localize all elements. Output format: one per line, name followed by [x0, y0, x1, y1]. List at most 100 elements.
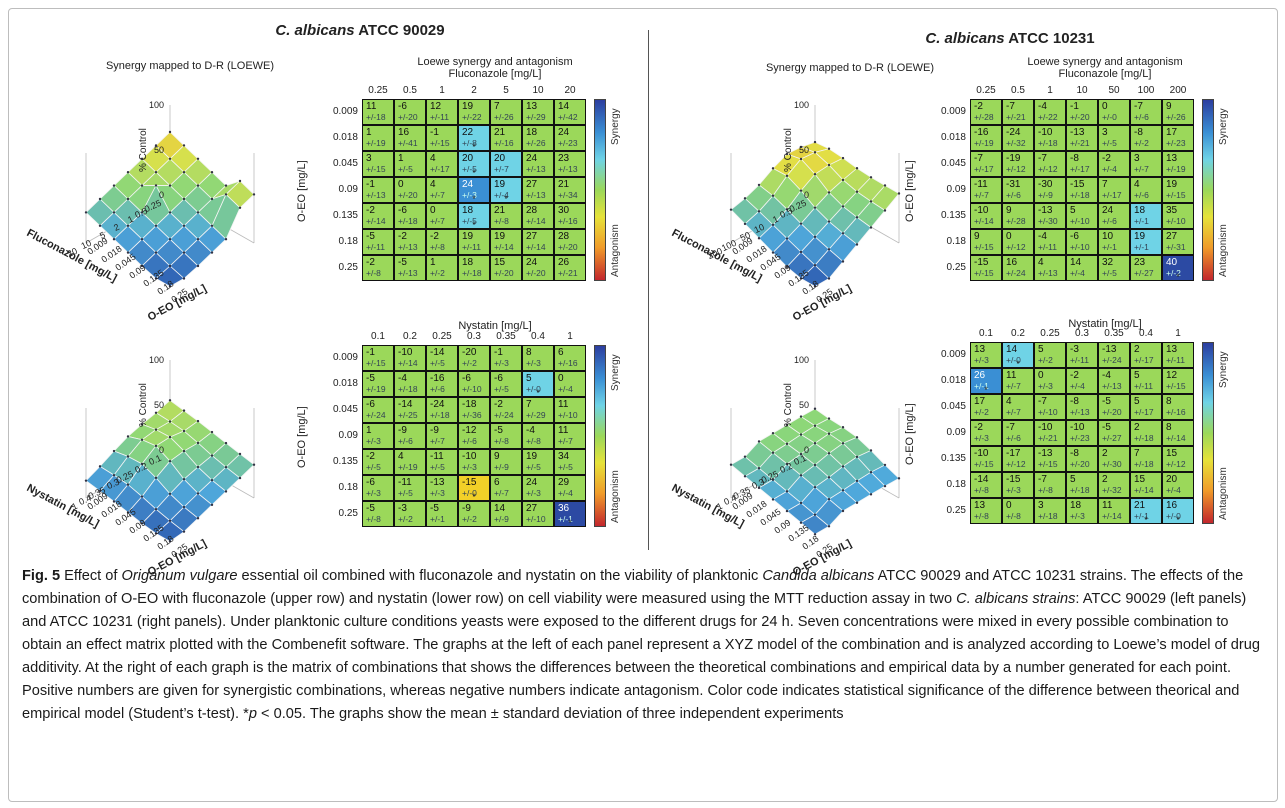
surface-point [168, 184, 172, 187]
x-axis-tick: 1 [126, 214, 135, 225]
matrix-xlabel-d: Nystatin [mg/L] [1068, 318, 1142, 330]
surface-point [813, 235, 817, 239]
matrix-cell: 14 +/-42 [554, 99, 586, 125]
cell-error: +/-3 [462, 190, 477, 200]
matrix-row-tick: 0.018 [940, 132, 966, 143]
cell-error: +/-10 [1166, 216, 1186, 226]
surface-point [827, 497, 831, 501]
surface-point [126, 171, 130, 174]
surface-point [210, 197, 214, 201]
cell-value: -8 [1134, 127, 1143, 138]
cell-error: +/-11 [1134, 381, 1153, 391]
surface-point [196, 264, 200, 268]
cell-value: 19 [1166, 179, 1178, 190]
cell-error: +/-22 [1038, 112, 1058, 122]
x-axis-tick: 0.1 [792, 453, 808, 467]
cell-value: -7 [1038, 153, 1047, 164]
matrix-col-tick: 0.35 [1104, 328, 1124, 339]
cell-value: -31 [1006, 179, 1021, 190]
cell-value: 1 [398, 153, 404, 164]
surface-point [883, 484, 887, 488]
matrix-cell: -15 +/-18 [1066, 177, 1098, 203]
matrix-cell: -2 +/-13 [394, 229, 426, 255]
cell-value: -15 [462, 477, 477, 488]
matrix-col-tick: 0.25 [368, 85, 388, 96]
matrix-cell: 4 +/-7 [426, 177, 458, 203]
matrix-cell: 40 +/-2 * [1162, 255, 1194, 281]
surface-point [799, 189, 803, 192]
matrix-col-tick: 0.25 [432, 331, 452, 342]
cell-value: -4 [526, 425, 535, 436]
cell-error: +/-15 [430, 138, 450, 148]
cell-value: 19 [526, 451, 538, 462]
matrix-cell: 0 +/-3 [1034, 368, 1066, 394]
surface-point [869, 493, 873, 496]
matrix-cell: 14 +/-0 * [1002, 342, 1034, 368]
matrix-cell: -5 +/-1 [426, 501, 458, 527]
matrix-row-tick: 0.09 [946, 427, 966, 438]
matrix-cell: 27 +/-31 [1162, 229, 1194, 255]
matrix-row-tick: 0.135 [332, 210, 358, 221]
matrix-xlabel-b: Fluconazole [mg/L] [1058, 68, 1152, 80]
matrix-cell: -15 +/-3 [1002, 472, 1034, 498]
matrix-cell: 19 +/-22 [458, 99, 490, 125]
cell-value: 24 [526, 477, 538, 488]
cell-value: 16 [1006, 257, 1018, 268]
matrix-row-tick: 0.25 [338, 262, 358, 273]
cell-value: 11 [558, 425, 569, 436]
cell-value: 17 [1166, 127, 1178, 138]
surface-point [210, 503, 214, 507]
cell-error: +/-6 [1134, 112, 1149, 122]
cell-value: -13 [1038, 205, 1053, 216]
cell-value: 0 [1102, 101, 1108, 112]
cell-value: 7 [526, 399, 532, 410]
colorbar [594, 99, 606, 281]
cell-error: +/-28 [974, 112, 994, 122]
cell-error: +/-2 [398, 514, 413, 524]
matrix-cell: 28 +/-20 [554, 229, 586, 255]
x-axis-tick: 5 [98, 230, 107, 241]
cell-error: +/-1 [974, 381, 989, 391]
cell-value: 12 [430, 101, 442, 112]
cell-error: +/-4 [1070, 381, 1085, 391]
cell-error: +/-6 [430, 384, 445, 394]
surface-point [827, 163, 831, 167]
surface-point [196, 441, 200, 445]
surface-point [126, 483, 130, 486]
surface-point [154, 444, 158, 448]
cell-error: +/-16 [558, 358, 578, 368]
matrix-cell: 2 +/-30 [1098, 446, 1130, 472]
surface-point [224, 465, 228, 469]
cell-error: +/-7 [1134, 164, 1149, 174]
cell-error: +/-18 [1038, 138, 1058, 148]
cell-value: 21 [494, 205, 506, 216]
cell-error: +/-4 [1102, 164, 1117, 174]
cell-value: 18 [526, 127, 538, 138]
cell-value: -11 [974, 179, 988, 190]
cell-value: 5 [1038, 344, 1044, 355]
matrix-cell: -2 +/-3 [970, 420, 1002, 446]
cell-value: -5 [1102, 396, 1111, 407]
matrix-col-tick: 0.2 [1011, 328, 1025, 339]
cell-error: +/-27 [1134, 268, 1154, 278]
matrix-col-tick: 0.3 [1075, 328, 1089, 339]
matrix-cell: -30 +/-9 [1034, 177, 1066, 203]
surface-point [827, 452, 831, 455]
matrix-cell: 32 +/-5 [1098, 255, 1130, 281]
cell-value: -1 [494, 347, 503, 358]
cell-error: +/-17 [974, 164, 994, 174]
surface-point [785, 265, 789, 269]
cell-value: 12 [1166, 370, 1178, 381]
cell-value: 32 [1102, 257, 1114, 268]
surface-point [771, 431, 775, 435]
cell-value: 3 [1102, 127, 1108, 138]
matrix-cell: -2 +/-8 [362, 255, 394, 281]
cell-value: 9 [494, 451, 500, 462]
matrix-row-tick: 0.135 [332, 456, 358, 467]
surface-point [182, 251, 186, 254]
caption-italic-2: Candida albicans [762, 568, 875, 584]
surface-point [827, 220, 831, 223]
cell-error: +/-12 [1038, 164, 1058, 174]
cell-error: +/-15 [974, 268, 994, 278]
cell-value: -5 [366, 231, 375, 242]
